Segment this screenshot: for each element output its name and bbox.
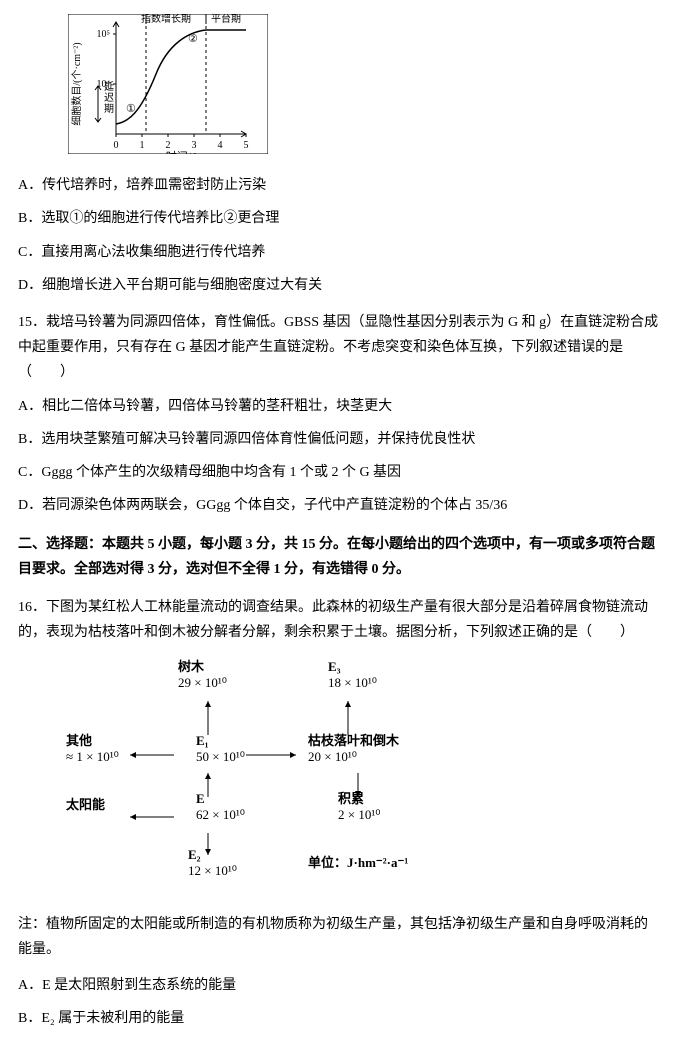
q14-option-c: C．直接用离心法收集细胞进行传代培养 bbox=[18, 240, 661, 265]
energy-flow-svg: 树木29 × 10¹⁰ E₃18 × 10¹⁰ 其他≈ 1 × 10¹⁰ E₁50 ×… bbox=[48, 659, 508, 889]
svg-text:E₁: E₁ bbox=[196, 733, 209, 748]
svg-text:树木: 树木 bbox=[178, 659, 205, 674]
svg-text:时间/d: 时间/d bbox=[166, 150, 197, 154]
svg-text:4: 4 bbox=[218, 140, 223, 151]
q15-option-c: C．Gggg 个体产生的次级精母细胞中均含有 1 个或 2 个 G 基因 bbox=[18, 460, 661, 485]
svg-text:2 × 10¹⁰: 2 × 10¹⁰ bbox=[338, 807, 380, 822]
svg-text:积累: 积累 bbox=[338, 791, 364, 806]
q16-option-b: B．E₂ 属于未被利用的能量 bbox=[18, 1006, 661, 1031]
svg-text:0: 0 bbox=[114, 140, 119, 151]
q15-option-b: B．选用块茎繁殖可解决马铃薯同源四倍体育性偏低问题，并保持优良性状 bbox=[18, 427, 661, 452]
section-2-heading: 二、选择题：本题共 5 小题，每小题 3 分，共 15 分。在每小题给出的四个选… bbox=[18, 532, 661, 582]
svg-text:太阳能: 太阳能 bbox=[65, 797, 105, 812]
svg-text:①: ① bbox=[126, 103, 136, 115]
q16-option-a: A．E 是太阳照射到生态系统的能量 bbox=[18, 973, 661, 998]
svg-text:≈ 1 × 10¹⁰: ≈ 1 × 10¹⁰ bbox=[66, 749, 119, 764]
svg-text:2: 2 bbox=[166, 140, 171, 151]
svg-text:1: 1 bbox=[140, 140, 145, 151]
svg-text:其他: 其他 bbox=[66, 733, 92, 748]
svg-text:18 × 10¹⁰: 18 × 10¹⁰ bbox=[328, 675, 377, 690]
svg-text:单位：J·hm⁻²·a⁻¹: 单位：J·hm⁻²·a⁻¹ bbox=[308, 855, 408, 870]
question-16: 16．下图为某红松人工林能量流动的调查结果。此森林的初级生产量有很大部分是沿着碎… bbox=[18, 595, 661, 645]
svg-text:10⁵: 10⁵ bbox=[97, 29, 111, 40]
svg-text:50 × 10¹⁰: 50 × 10¹⁰ bbox=[196, 749, 245, 764]
svg-text:期: 期 bbox=[104, 103, 114, 115]
growth-chart-svg: 012345时间/d细胞数目/(个·cm⁻²)10⁴10⁵延迟期指数增长期平台期… bbox=[68, 14, 268, 154]
note-16: 注：植物所固定的太阳能或所制造的有机物质称为初级生产量，其包括净初级生产量和自身… bbox=[18, 912, 661, 962]
svg-text:指数增长期: 指数增长期 bbox=[141, 14, 191, 25]
svg-text:20 × 10¹⁰: 20 × 10¹⁰ bbox=[308, 749, 357, 764]
svg-text:12 × 10¹⁰: 12 × 10¹⁰ bbox=[188, 863, 237, 878]
q15-option-a: A．相比二倍体马铃薯，四倍体马铃薯的茎秆粗壮，块茎更大 bbox=[18, 394, 661, 419]
q14-option-b: B．选取①的细胞进行传代培养比②更合理 bbox=[18, 206, 661, 231]
question-15: 15．栽培马铃薯为同源四倍体，育性偏低。GBSS 基因（显隐性基因分别表示为 G… bbox=[18, 310, 661, 386]
svg-text:平台期: 平台期 bbox=[211, 14, 241, 25]
svg-text:迟: 迟 bbox=[104, 91, 114, 104]
svg-text:E₂: E₂ bbox=[188, 847, 201, 862]
svg-text:②: ② bbox=[188, 33, 198, 45]
svg-text:E: E bbox=[196, 791, 205, 806]
q14-option-a: A．传代培养时，培养皿需密封防止污染 bbox=[18, 173, 661, 198]
svg-text:5: 5 bbox=[244, 140, 249, 151]
svg-text:细胞数目/(个·cm⁻²): 细胞数目/(个·cm⁻²) bbox=[70, 42, 83, 125]
svg-text:3: 3 bbox=[192, 140, 197, 151]
svg-text:62 × 10¹⁰: 62 × 10¹⁰ bbox=[196, 807, 245, 822]
svg-text:延: 延 bbox=[104, 81, 114, 93]
q14-option-d: D．细胞增长进入平台期可能与细胞密度过大有关 bbox=[18, 273, 661, 298]
energy-flow-diagram: 树木29 × 10¹⁰ E₃18 × 10¹⁰ 其他≈ 1 × 10¹⁰ E₁50 ×… bbox=[48, 659, 661, 898]
growth-chart: 012345时间/d细胞数目/(个·cm⁻²)10⁴10⁵延迟期指数增长期平台期… bbox=[68, 14, 661, 163]
svg-text:枯枝落叶和倒木: 枯枝落叶和倒木 bbox=[308, 733, 400, 748]
q15-option-d: D．若同源染色体两两联会，GGgg 个体自交，子代中产直链淀粉的个体占 35/3… bbox=[18, 493, 661, 518]
svg-text:E₃: E₃ bbox=[328, 659, 341, 674]
svg-text:29 × 10¹⁰: 29 × 10¹⁰ bbox=[178, 675, 227, 690]
